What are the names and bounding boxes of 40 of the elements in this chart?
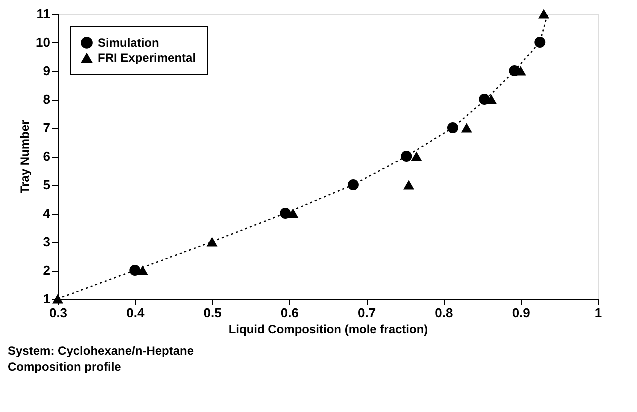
x-axis-title: Liquid Composition (mole fraction) — [228, 322, 428, 336]
point — [479, 94, 490, 105]
y-tick-label: 3 — [43, 234, 50, 250]
y-tick-label: 8 — [43, 92, 50, 107]
x-tick-label: 0.6 — [280, 306, 299, 320]
point — [401, 151, 412, 162]
x-tick-label: 0.7 — [358, 306, 376, 320]
y-tick-label: 1 — [43, 292, 50, 306]
x-tick-label: 0.8 — [435, 306, 454, 320]
legend-label: Simulation — [98, 36, 160, 50]
point — [288, 208, 299, 218]
point — [538, 9, 550, 19]
text: System: Cyclohexane/n-Heptane — [8, 344, 194, 358]
point — [411, 152, 422, 162]
point — [130, 265, 141, 276]
y-tick-label: 7 — [43, 120, 50, 136]
point — [404, 180, 414, 190]
x-tick-label: 0.5 — [204, 306, 222, 320]
y-tick-label: 10 — [36, 35, 50, 50]
x-tick-label: 0.9 — [512, 306, 530, 320]
legend-label: FRI Experimental — [98, 51, 196, 65]
point — [137, 266, 148, 276]
point — [461, 123, 472, 133]
y-tick-label: 4 — [43, 206, 52, 221]
text: Composition profile — [8, 360, 122, 374]
y-tick-label: 6 — [43, 149, 50, 164]
point — [486, 94, 498, 104]
y-tick-label: 2 — [43, 263, 50, 278]
y-axis-title: Tray Number — [18, 120, 32, 194]
point — [348, 180, 359, 190]
point — [447, 122, 458, 134]
x-tick-label: 1 — [594, 306, 602, 320]
x-tick-label: 0.4 — [126, 306, 146, 320]
point — [280, 208, 292, 219]
y-tick-label: 9 — [43, 64, 50, 78]
y-tick-label: 5 — [43, 178, 50, 192]
point — [206, 237, 218, 247]
x-tick-label: 0.3 — [49, 306, 68, 320]
point — [534, 37, 546, 48]
y-tick-label: 11 — [36, 6, 50, 22]
